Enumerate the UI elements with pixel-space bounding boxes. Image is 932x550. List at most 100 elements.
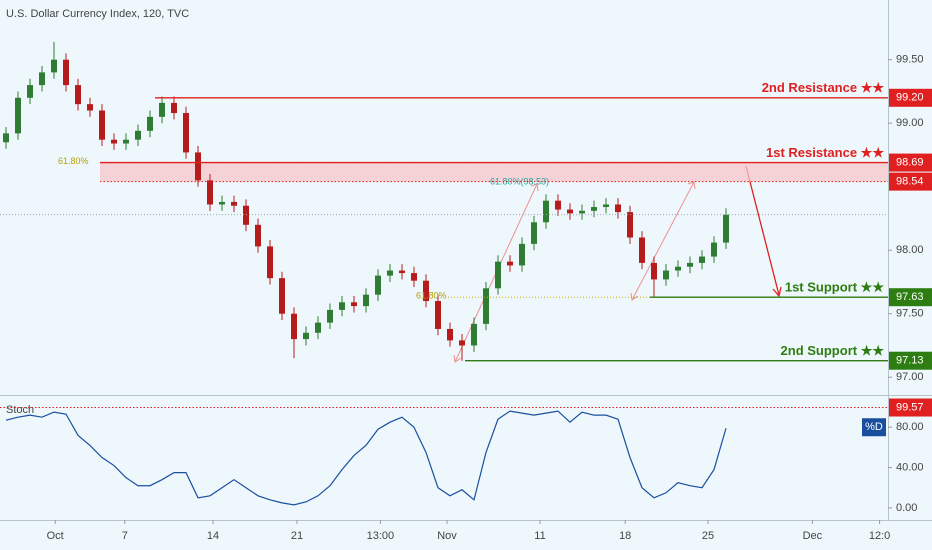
level-value-label: 98.69 bbox=[896, 156, 924, 168]
candle-body bbox=[699, 256, 705, 263]
candle-body bbox=[99, 110, 105, 140]
candle-body bbox=[555, 200, 561, 210]
candle-body bbox=[471, 323, 477, 346]
candle-body bbox=[399, 270, 405, 274]
candle-body bbox=[339, 302, 345, 310]
candle-body bbox=[303, 332, 309, 340]
indicator-title: Stoch bbox=[6, 404, 34, 416]
level-name: 2nd Support ★★ bbox=[781, 343, 885, 358]
x-tick-label: 21 bbox=[291, 530, 303, 542]
candle-body bbox=[171, 102, 177, 114]
y-tick-label: 99.50 bbox=[896, 54, 924, 66]
candle-body bbox=[87, 104, 93, 111]
legend-label: %D bbox=[865, 421, 883, 433]
candle-body bbox=[123, 139, 129, 144]
candle-body bbox=[195, 152, 201, 181]
candle-body bbox=[483, 288, 489, 324]
x-tick-label: Nov bbox=[437, 530, 457, 542]
level-name: 1st Support ★★ bbox=[785, 280, 884, 295]
level-value-box bbox=[889, 351, 932, 370]
x-tick-label: 7 bbox=[122, 530, 128, 542]
x-tick-label: 11 bbox=[534, 530, 545, 542]
arrow-head bbox=[630, 292, 639, 301]
candle-body bbox=[615, 204, 621, 213]
candle-body bbox=[267, 246, 273, 279]
candle-body bbox=[291, 313, 297, 340]
candle-body bbox=[639, 237, 645, 263]
y-tick-label: 40.00 bbox=[896, 461, 924, 473]
candle-body bbox=[567, 209, 573, 214]
candle-body bbox=[315, 322, 321, 333]
candle-body bbox=[579, 210, 585, 214]
candle-body bbox=[375, 275, 381, 295]
level-value-label: 99.20 bbox=[896, 92, 924, 104]
candle-body bbox=[711, 242, 717, 257]
candle-body bbox=[243, 205, 249, 225]
chart-title: U.S. Dollar Currency Index, 120, TVC bbox=[6, 8, 189, 20]
level-name: 2nd Resistance ★★ bbox=[762, 80, 885, 95]
level-value-box bbox=[889, 88, 932, 107]
y-tick-label: 97.50 bbox=[896, 308, 924, 320]
candle-body bbox=[231, 201, 237, 206]
candle-body bbox=[519, 243, 525, 266]
y-tick-label: 80.00 bbox=[896, 421, 924, 433]
candle-body bbox=[651, 262, 657, 280]
fib-label: 61.80% bbox=[58, 156, 89, 166]
candle-body bbox=[3, 133, 9, 143]
candle-body bbox=[159, 102, 165, 117]
level-value-label: 99.57 bbox=[896, 401, 924, 413]
candle-body bbox=[435, 301, 441, 329]
candle-body bbox=[627, 212, 633, 238]
candle-body bbox=[51, 59, 57, 73]
candle-body bbox=[219, 201, 225, 205]
candle-body bbox=[723, 214, 729, 243]
candle-body bbox=[663, 270, 669, 280]
candle-body bbox=[75, 85, 81, 105]
y-tick-label: 99.00 bbox=[896, 117, 924, 129]
candle-body bbox=[447, 328, 453, 341]
candle-body bbox=[327, 309, 333, 323]
level-value-box bbox=[889, 153, 932, 172]
candle-body bbox=[111, 139, 117, 144]
candle-body bbox=[423, 280, 429, 302]
candle-body bbox=[255, 224, 261, 247]
level-value-box bbox=[889, 172, 932, 191]
legend-box bbox=[862, 418, 886, 437]
level-value-box bbox=[889, 398, 932, 417]
arrow-head bbox=[530, 183, 539, 192]
candle-body bbox=[495, 261, 501, 289]
candle-body bbox=[15, 97, 21, 134]
candle-body bbox=[183, 113, 189, 153]
y-tick-label: 0.00 bbox=[896, 502, 917, 514]
candle-body bbox=[147, 116, 153, 131]
arrow bbox=[631, 181, 695, 301]
candle-body bbox=[27, 85, 33, 98]
candle-body bbox=[591, 207, 597, 211]
x-tick-label: Oct bbox=[47, 530, 64, 542]
candle-body bbox=[363, 294, 369, 307]
y-tick-label: 97.00 bbox=[896, 371, 924, 383]
candle-body bbox=[351, 302, 357, 307]
candle-body bbox=[531, 222, 537, 244]
x-tick-label: 13:00 bbox=[367, 530, 395, 542]
level-value-label: 98.54 bbox=[896, 176, 924, 188]
arrow-head bbox=[687, 181, 696, 190]
candle-body bbox=[39, 72, 45, 86]
x-tick-label: 12:0 bbox=[869, 530, 890, 542]
stoch-line bbox=[5, 410, 727, 506]
arrow-head bbox=[453, 354, 462, 363]
arrow-head bbox=[772, 286, 782, 298]
x-tick-label: 25 bbox=[702, 530, 714, 542]
candle-body bbox=[459, 340, 465, 346]
level-value-label: 97.63 bbox=[896, 291, 924, 303]
candle-body bbox=[411, 273, 417, 281]
level-name: 1st Resistance ★★ bbox=[766, 145, 884, 160]
candle-body bbox=[507, 261, 513, 266]
x-tick-label: 14 bbox=[207, 530, 219, 542]
fib-label: 61.80% bbox=[416, 291, 447, 301]
x-tick-label: Dec bbox=[803, 530, 823, 542]
y-tick-label: 98.00 bbox=[896, 244, 924, 256]
fib-label: 61.80%(98.53) bbox=[490, 176, 549, 186]
